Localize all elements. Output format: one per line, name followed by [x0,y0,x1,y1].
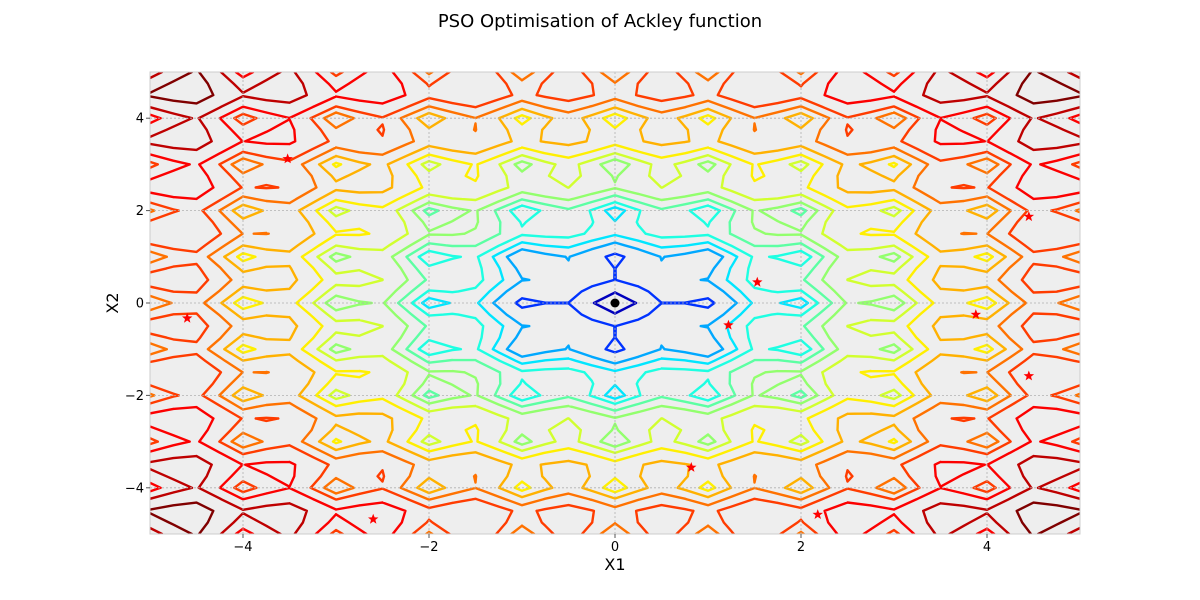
x-tick-label-1: −2 [419,540,438,555]
particle-marker-1 [182,312,193,323]
contour-level-1 [514,252,716,354]
contour-level-14 [150,72,1080,534]
y-tick-label-3: 2 [136,204,144,219]
y-tick-label-0: −4 [125,481,144,496]
contour-level-13 [150,72,1080,534]
contour-level-6 [324,158,906,448]
contour-level-11 [150,72,1080,534]
x-tick-label-0: −4 [233,540,252,555]
x-tick-label-4: 4 [983,540,991,555]
particle-marker-8 [1023,211,1035,222]
contour-level-12 [150,72,1080,534]
y-tick-label-4: 4 [136,112,144,127]
contour-level-8 [232,112,998,494]
particle-marker-4 [723,319,734,330]
particle-markers [182,153,1035,524]
contour-level-4 [410,200,820,406]
contour-level-5 [396,194,834,412]
contour-level-7 [312,151,918,455]
particle-marker-7 [970,309,982,319]
y-axis-label: X2 [103,292,122,313]
contour-level-2 [492,241,738,365]
particle-marker-0 [282,153,293,164]
particle-marker-2 [368,513,379,524]
contour-level-3 [420,206,810,400]
contour-level-10 [150,72,1080,534]
global-optimum-marker [610,298,620,308]
y-tick-label-2: 0 [136,297,144,312]
x-tick-label-2: 0 [611,540,619,555]
particle-marker-3 [686,462,697,472]
contour-lines [150,72,1080,534]
particle-marker-5 [752,276,763,287]
chart-title: PSO Optimisation of Ackley function [438,11,762,32]
x-tick-label-3: 2 [797,540,805,555]
x-axis-label: X1 [604,555,625,574]
contour-level-0 [592,291,638,315]
particle-marker-6 [812,509,823,519]
particle-marker-9 [1023,370,1035,381]
axes: −4 −2 0 2 4 −4 −2 0 2 4 [125,71,1081,555]
y-tick-label-1: −2 [125,389,144,404]
